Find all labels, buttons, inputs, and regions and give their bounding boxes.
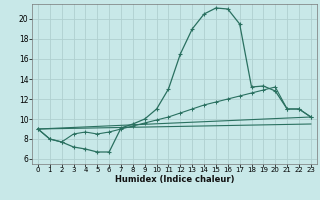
X-axis label: Humidex (Indice chaleur): Humidex (Indice chaleur) xyxy=(115,175,234,184)
